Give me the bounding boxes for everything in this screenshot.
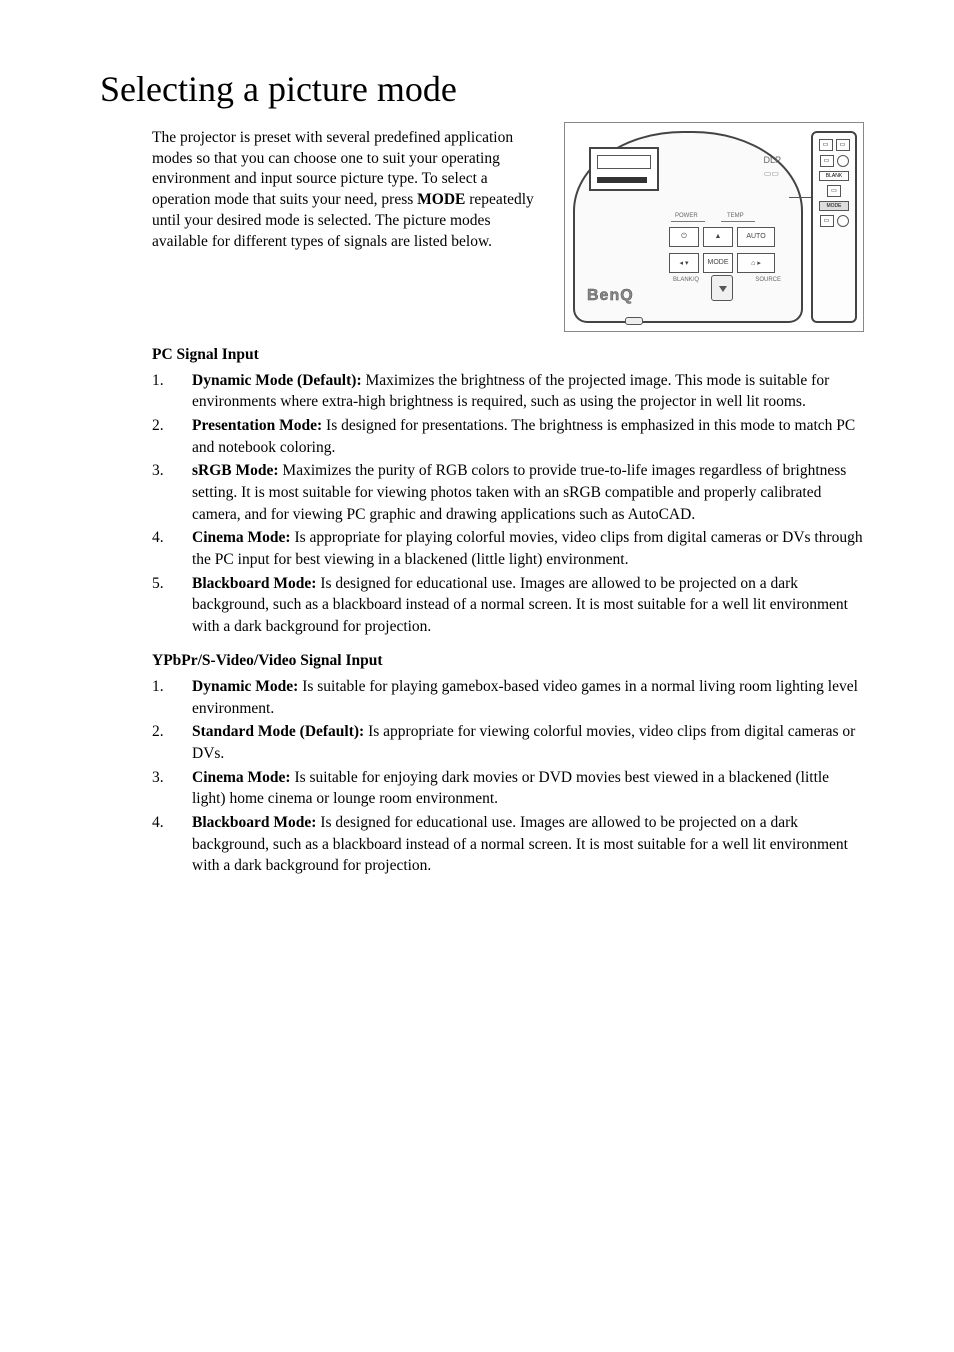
mode-keyword: MODE <box>417 191 465 208</box>
projector-lens-panel <box>589 147 659 191</box>
list-item: 2. Standard Mode (Default): Is appropria… <box>152 721 864 764</box>
list-body: Cinema Mode: Is appropriate for playing … <box>192 527 864 570</box>
projector-lens-bar <box>597 177 647 183</box>
remote-row-2: ▭ <box>820 155 849 167</box>
blank-label: BLANK/Q <box>673 277 699 283</box>
dlp-subbadge-icon: ▭▭ <box>764 169 779 178</box>
control-row-1: ⏻ ▲ AUTO <box>669 227 775 247</box>
projector-foot-icon <box>625 317 643 325</box>
list-item: 5. Blackboard Mode: Is designed for educ… <box>152 573 864 638</box>
remote-round-icon <box>837 215 849 227</box>
page-title: Selecting a picture mode <box>100 70 864 110</box>
list-num: 2. <box>152 415 192 458</box>
projector-lens-inner <box>597 155 651 169</box>
page: Selecting a picture mode The projector i… <box>0 0 954 1352</box>
list-num: 1. <box>152 370 192 413</box>
list-text: Is appropriate for playing colorful movi… <box>192 529 863 568</box>
list-label: Dynamic Mode (Default): <box>192 372 362 389</box>
list-label: Standard Mode (Default): <box>192 723 364 740</box>
list-item: 1. Dynamic Mode (Default): Maximizes the… <box>152 370 864 413</box>
remote-btn-icon: ▭ <box>836 139 850 151</box>
remote-row-3: ▭ <box>827 185 841 197</box>
remote-btn-icon: ▭ <box>820 215 834 227</box>
remote-btn-icon: ▭ <box>827 185 841 197</box>
list-label: Dynamic Mode: <box>192 678 298 695</box>
list-item: 2. Presentation Mode: Is designed for pr… <box>152 415 864 458</box>
list-label: Presentation Mode: <box>192 417 322 434</box>
pc-heading: PC Signal Input <box>152 346 864 364</box>
down-button-icon <box>711 275 733 301</box>
exit-button-icon: ▲ <box>703 227 733 247</box>
power-label: POWER <box>675 213 698 219</box>
remote-mode-button: MODE <box>819 201 849 211</box>
list-label: Blackboard Mode: <box>192 814 316 831</box>
list-num: 5. <box>152 573 192 638</box>
power-underline-icon <box>671 221 705 222</box>
right-button-icon: ⌂ ▸ <box>737 253 775 273</box>
mode-button: MODE <box>703 253 733 273</box>
list-num: 2. <box>152 721 192 764</box>
power-button-icon: ⏻ <box>669 227 699 247</box>
list-num: 3. <box>152 767 192 810</box>
list-item: 1. Dynamic Mode: Is suitable for playing… <box>152 676 864 719</box>
remote-control: ▭ ▭ ▭ BLANK ▭ MODE ▭ <box>811 131 857 323</box>
remote-row-4: ▭ <box>820 215 849 227</box>
temp-underline-icon <box>721 221 755 222</box>
remote-callout-line-icon <box>789 197 811 198</box>
list-label: Cinema Mode: <box>192 769 291 786</box>
intro-paragraph: The projector is preset with several pre… <box>152 128 546 254</box>
list-body: Dynamic Mode: Is suitable for playing ga… <box>192 676 864 719</box>
remote-row-1: ▭ ▭ <box>819 139 850 151</box>
list-body: sRGB Mode: Maximizes the purity of RGB c… <box>192 460 864 525</box>
projector-outline: DLP ▭▭ BenQ POWER TEMP ⏻ ▲ AUTO ◂ ▾ MODE <box>573 131 803 323</box>
remote-btn-icon: ▭ <box>819 139 833 151</box>
list-num: 4. <box>152 527 192 570</box>
dlp-badge-icon: DLP <box>763 155 781 165</box>
list-text: Maximizes the purity of RGB colors to pr… <box>192 462 846 522</box>
projector-diagram: DLP ▭▭ BenQ POWER TEMP ⏻ ▲ AUTO ◂ ▾ MODE <box>564 122 864 332</box>
list-body: Dynamic Mode (Default): Maximizes the br… <box>192 370 864 413</box>
remote-blank-button: BLANK <box>819 171 849 181</box>
control-row-2: ◂ ▾ MODE ⌂ ▸ <box>669 253 775 273</box>
list-body: Presentation Mode: Is designed for prese… <box>192 415 864 458</box>
temp-label: TEMP <box>727 213 744 219</box>
list-item: 3. sRGB Mode: Maximizes the purity of RG… <box>152 460 864 525</box>
list-label: Cinema Mode: <box>192 529 291 546</box>
video-heading: YPbPr/S-Video/Video Signal Input <box>152 652 864 670</box>
remote-round-icon <box>837 155 849 167</box>
left-button-icon: ◂ ▾ <box>669 253 699 273</box>
intro-row: The projector is preset with several pre… <box>100 128 864 332</box>
benq-logo: BenQ <box>587 287 634 305</box>
list-num: 3. <box>152 460 192 525</box>
list-item: 3. Cinema Mode: Is suitable for enjoying… <box>152 767 864 810</box>
list-item: 4. Blackboard Mode: Is designed for educ… <box>152 812 864 877</box>
list-num: 1. <box>152 676 192 719</box>
control-panel: POWER TEMP ⏻ ▲ AUTO ◂ ▾ MODE ⌂ ▸ BLANK/Q <box>665 213 789 313</box>
list-body: Standard Mode (Default): Is appropriate … <box>192 721 864 764</box>
list-num: 4. <box>152 812 192 877</box>
video-list: 1. Dynamic Mode: Is suitable for playing… <box>152 676 864 877</box>
source-label: SOURCE <box>755 277 781 283</box>
list-label: Blackboard Mode: <box>192 575 316 592</box>
auto-button: AUTO <box>737 227 775 247</box>
pc-list: 1. Dynamic Mode (Default): Maximizes the… <box>152 370 864 638</box>
list-body: Cinema Mode: Is suitable for enjoying da… <box>192 767 864 810</box>
list-item: 4. Cinema Mode: Is appropriate for playi… <box>152 527 864 570</box>
list-body: Blackboard Mode: Is designed for educati… <box>192 573 864 638</box>
remote-btn-icon: ▭ <box>820 155 834 167</box>
list-label: sRGB Mode: <box>192 462 279 479</box>
list-body: Blackboard Mode: Is designed for educati… <box>192 812 864 877</box>
